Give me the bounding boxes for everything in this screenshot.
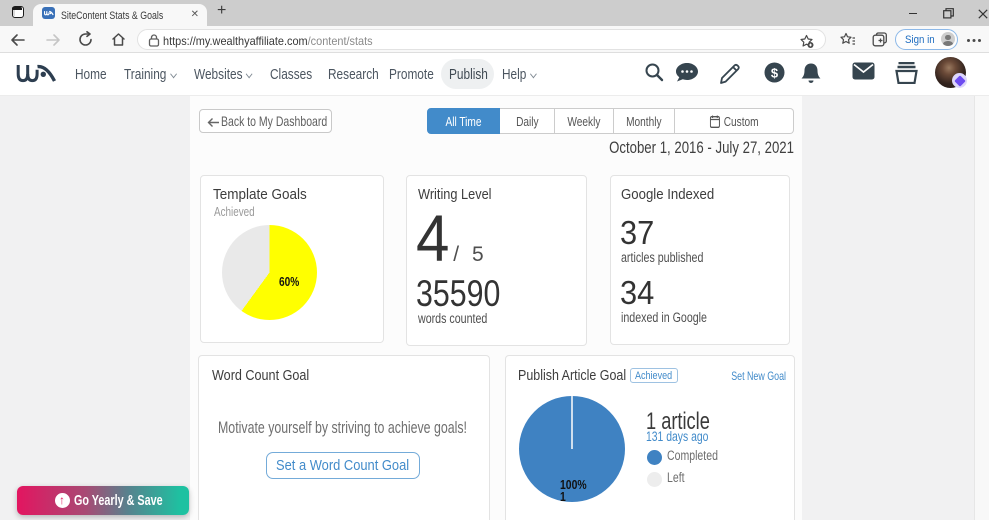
- svg-text:$: $: [771, 66, 779, 81]
